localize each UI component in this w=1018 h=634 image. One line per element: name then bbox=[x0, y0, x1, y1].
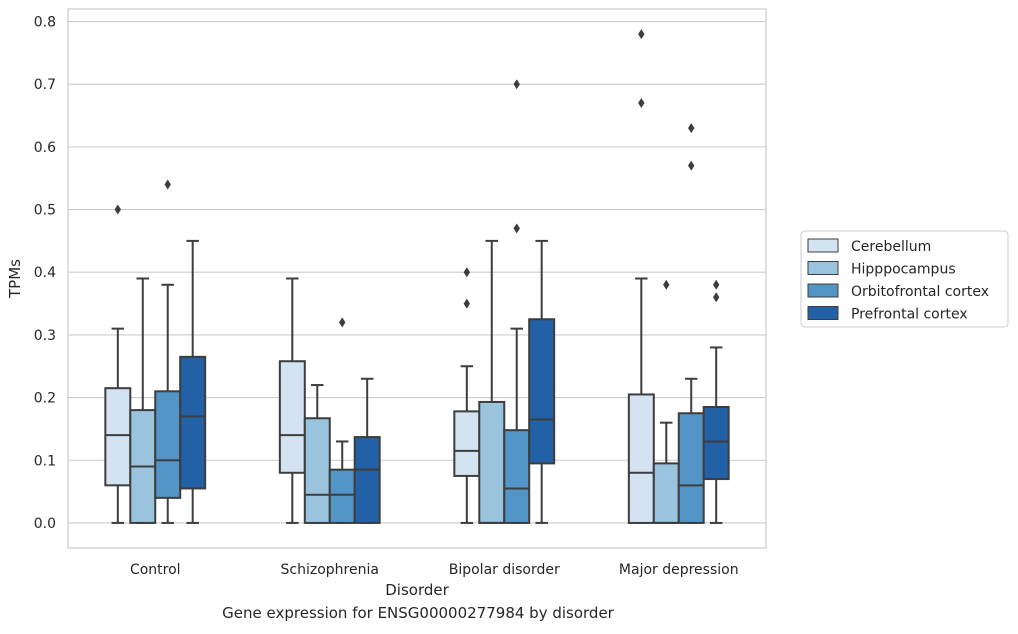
box-orbitofrontal-cortex bbox=[328, 317, 356, 524]
box-iqr bbox=[154, 390, 182, 499]
box-hipppocampus bbox=[478, 239, 506, 524]
box-prefrontal-cortex bbox=[528, 239, 556, 524]
box-cerebellum bbox=[104, 204, 132, 524]
legend: Cerebellum Hipppocampus Orbitofrontal cort… bbox=[800, 230, 1009, 328]
box-groups bbox=[104, 29, 730, 524]
outlier-point bbox=[638, 29, 645, 40]
box-hipppocampus bbox=[129, 277, 157, 524]
x-tick-label: Control bbox=[130, 562, 181, 578]
box-iqr bbox=[179, 355, 207, 490]
legend-label: Prefrontal cortex bbox=[851, 307, 968, 323]
legend-swatch bbox=[807, 306, 839, 320]
outlier-point bbox=[688, 160, 695, 171]
x-axis-label: Disorder bbox=[385, 581, 449, 599]
outlier-point bbox=[638, 98, 645, 109]
box-iqr bbox=[104, 387, 132, 487]
y-tick-label: 0.2 bbox=[34, 391, 56, 407]
x-tick-label: Bipolar disorder bbox=[449, 562, 560, 578]
y-tick-label: 0.1 bbox=[34, 453, 56, 469]
y-tick-label: 0.0 bbox=[34, 516, 56, 532]
box-iqr bbox=[278, 360, 306, 474]
x-tick-labels: Control Schizophrenia Bipolar disorder Majo… bbox=[130, 562, 739, 578]
outlier-point bbox=[712, 292, 720, 303]
y-tick-labels: 0.0 0.1 0.2 0.3 0.4 0.5 0.6 0.7 0.8 bbox=[34, 15, 56, 532]
y-tick-label: 0.3 bbox=[34, 328, 56, 344]
y-tick-label: 0.4 bbox=[34, 265, 56, 281]
box-iqr bbox=[677, 412, 705, 524]
y-tick-label: 0.7 bbox=[34, 77, 56, 93]
box-prefrontal-cortex bbox=[702, 279, 730, 524]
figure-caption: Gene expression for ENSG00000277984 by d… bbox=[222, 604, 614, 622]
box-iqr bbox=[453, 410, 481, 477]
legend-label: Hipppocampus bbox=[851, 262, 956, 278]
legend-label: Cerebellum bbox=[851, 239, 931, 255]
box-hipppocampus bbox=[652, 279, 680, 524]
outlier-point bbox=[114, 204, 122, 215]
y-tick-label: 0.8 bbox=[34, 15, 56, 31]
box-orbitofrontal-cortex bbox=[677, 123, 705, 524]
legend-swatch bbox=[807, 261, 839, 275]
box-iqr bbox=[478, 400, 506, 524]
outlier-point bbox=[463, 267, 471, 278]
legend-label: Orbitofrontal cortex bbox=[851, 284, 989, 300]
box-iqr bbox=[652, 462, 680, 524]
box-iqr bbox=[303, 417, 331, 524]
outlier-point bbox=[164, 179, 171, 190]
box-prefrontal-cortex bbox=[353, 377, 381, 524]
x-tick-label: Major depression bbox=[619, 562, 739, 578]
y-axis-label: TPMs bbox=[6, 259, 24, 299]
box-orbitofrontal-cortex bbox=[503, 79, 531, 524]
box-hipppocampus bbox=[303, 384, 331, 524]
box-cerebellum bbox=[627, 29, 655, 524]
box-prefrontal-cortex bbox=[179, 239, 207, 524]
box-iqr bbox=[528, 318, 556, 465]
y-tick-label: 0.5 bbox=[34, 203, 56, 219]
box-cerebellum bbox=[278, 277, 306, 524]
outlier-point bbox=[463, 298, 471, 309]
outlier-point bbox=[663, 279, 670, 290]
box-cerebellum bbox=[453, 267, 481, 524]
legend-swatch bbox=[807, 238, 839, 253]
box-iqr bbox=[627, 393, 655, 524]
outlier-point bbox=[712, 279, 720, 290]
box-orbitofrontal-cortex bbox=[154, 179, 182, 524]
y-tick-label: 0.6 bbox=[34, 140, 56, 156]
x-tick-label: Schizophrenia bbox=[281, 562, 379, 578]
legend-frame bbox=[800, 230, 1009, 328]
box-iqr bbox=[503, 429, 531, 524]
outlier-point bbox=[513, 223, 520, 234]
legend-swatch bbox=[807, 283, 839, 298]
plot-frame bbox=[67, 8, 767, 549]
box-iqr bbox=[702, 405, 730, 481]
box-iqr bbox=[353, 436, 381, 524]
outlier-point bbox=[513, 79, 520, 90]
outlier-point bbox=[688, 123, 695, 134]
box-iqr bbox=[328, 468, 356, 524]
outlier-point bbox=[339, 317, 346, 328]
